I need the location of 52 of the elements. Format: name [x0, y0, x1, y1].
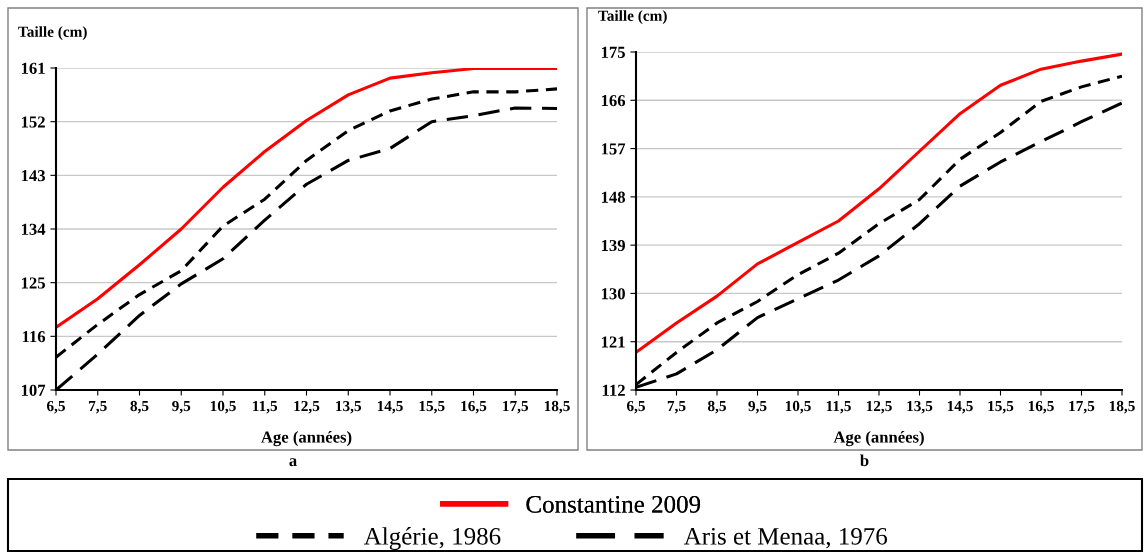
x-tick-label: 7,5 — [89, 401, 107, 414]
x-axis-title: Age (années) — [261, 430, 352, 447]
y-tick-label: 112 — [602, 384, 625, 396]
x-tick-label: 14,5 — [947, 400, 973, 414]
text: b — [860, 454, 869, 467]
x-tick-label: 18,5 — [544, 400, 570, 414]
y-tick-label: 139 — [601, 239, 625, 252]
x-tick-label: 9,5 — [172, 400, 191, 414]
x-tick-label: 14,5 — [377, 400, 403, 414]
y-tick-label: 107 — [21, 384, 46, 396]
y-axis-title: Taille (cm) — [598, 10, 667, 24]
x-tick-label: 10,5 — [210, 400, 236, 414]
x-tick-label: 15,5 — [988, 400, 1014, 414]
x-tick-label: 7,5 — [667, 401, 686, 414]
x-tick-label: 10,5 — [785, 400, 811, 414]
y-tick-label: 166 — [601, 95, 626, 107]
x-tick-label: 12,5 — [294, 400, 320, 414]
y-tick-label: 143 — [21, 170, 46, 182]
y-tick-label: 121 — [601, 336, 625, 348]
y-tick-label: 161 — [21, 62, 45, 74]
y-tick-label: 134 — [21, 223, 46, 235]
legend-label: Algérie, 1986 — [363, 527, 501, 550]
x-tick-label: 8,5 — [707, 400, 726, 414]
y-tick-label: 130 — [601, 288, 625, 300]
x-axis-title: Age (années) — [833, 430, 924, 447]
line-series — [636, 52, 1122, 354]
x-tick-label: 6,5 — [46, 400, 65, 414]
x-tick-label: 17,5 — [1069, 400, 1095, 414]
y-tick-label: 152 — [21, 116, 45, 128]
x-tick-label: 11,5 — [826, 400, 851, 414]
x-tick-label: 16,5 — [1028, 400, 1054, 414]
y-tick-label: 148 — [601, 191, 626, 203]
x-tick-label: 16,5 — [461, 400, 487, 414]
y-tick-label: 116 — [22, 331, 46, 343]
legend-label: Constantine 2009 — [526, 495, 701, 513]
x-tick-label: 17,5 — [503, 400, 529, 414]
y-tick-label: 125 — [21, 277, 45, 289]
x-tick-label: 18,5 — [1109, 400, 1135, 414]
x-tick-label: 6,5 — [626, 400, 645, 414]
x-tick-label: 9,5 — [748, 400, 767, 414]
legend-label: Aris et Menaa, 1976 — [683, 527, 888, 549]
x-tick-label: 13,5 — [336, 400, 362, 414]
x-tick-label: 15,5 — [419, 400, 445, 414]
y-tick-label: 175 — [601, 46, 625, 58]
x-tick-label: 11,5 — [253, 400, 278, 414]
y-tick-label: 157 — [601, 143, 626, 155]
text: a — [289, 458, 297, 467]
x-tick-label: 12,5 — [866, 400, 892, 414]
y-axis-title: Taille (cm) — [18, 26, 87, 40]
line-series — [56, 68, 557, 329]
x-tick-label: 13,5 — [907, 400, 933, 414]
x-tick-label: 8,5 — [130, 400, 149, 414]
